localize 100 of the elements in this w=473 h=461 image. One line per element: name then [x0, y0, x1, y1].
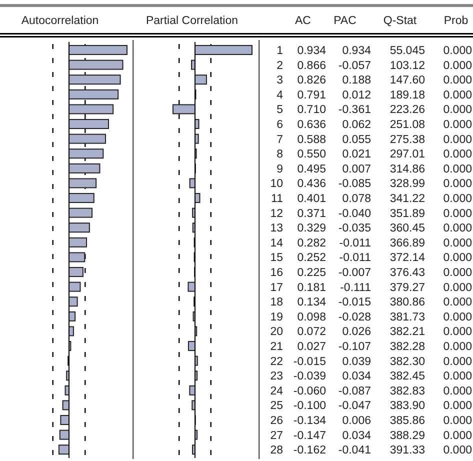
text: 0.000	[443, 311, 472, 324]
data-label: 0.026	[342, 326, 371, 338]
text: 0.000	[443, 444, 472, 457]
text: 0.000	[443, 282, 472, 294]
text: 103.12	[390, 60, 425, 72]
y-tick-label: 13	[270, 222, 283, 235]
data-label: 0.710	[297, 104, 326, 116]
y-tick-label: 19	[270, 311, 283, 324]
y-tick-label: 16	[270, 267, 283, 279]
data-label: 0.225	[297, 267, 326, 279]
y-tick-label: 8	[276, 148, 283, 161]
data-label: -0.041	[338, 444, 371, 457]
text: 251.08	[390, 119, 425, 131]
data-label: 0.021	[342, 148, 371, 161]
data-label: -0.011	[339, 237, 371, 250]
data-label: -0.015	[338, 296, 371, 309]
text: PAC	[334, 15, 356, 27]
data-label: 0.027	[297, 341, 326, 353]
text: 0.000	[443, 400, 472, 412]
text: 0.000	[443, 119, 472, 131]
data-label: 0.495	[297, 163, 326, 176]
data-label: 0.098	[297, 311, 326, 324]
data-label: -0.134	[293, 415, 327, 427]
y-tick-label: 23	[270, 370, 283, 383]
text: 0.000	[443, 60, 472, 72]
y-tick-label: 22	[270, 356, 283, 368]
text: 380.86	[390, 296, 425, 309]
y-tick-label: 7	[276, 134, 283, 146]
text: AC	[295, 15, 311, 27]
data-label: 0.550	[297, 148, 326, 161]
data-label: 0.012	[342, 89, 371, 102]
data-label: -0.047	[338, 400, 371, 412]
data-label: 0.371	[297, 208, 326, 220]
y-tick-label: 27	[270, 430, 283, 442]
text: 366.89	[390, 237, 425, 250]
text: 0.000	[443, 148, 472, 161]
data-label: 0.329	[297, 222, 326, 235]
data-label: -0.035	[338, 222, 371, 235]
data-label: -0.111	[340, 282, 371, 294]
y-tick-label: 12	[270, 208, 283, 220]
data-label: 0.181	[297, 282, 326, 294]
text: Prob	[444, 15, 468, 27]
text: 0.000	[443, 356, 472, 368]
text: 379.27	[390, 282, 425, 294]
y-tick-label: 3	[276, 74, 283, 87]
data-label: -0.015	[293, 356, 326, 368]
text: Q-Stat	[383, 15, 418, 27]
text: 388.29	[390, 430, 425, 442]
data-label: 0.055	[342, 134, 371, 146]
text: 297.01	[390, 148, 425, 161]
text: 55.045	[390, 45, 425, 57]
data-label: -0.100	[293, 400, 326, 412]
text: 0.000	[443, 208, 472, 220]
y-tick-label: 11	[271, 193, 283, 205]
text: 314.86	[390, 163, 425, 176]
data-label: 0.866	[297, 60, 326, 72]
data-label: -0.162	[293, 444, 326, 457]
data-label: 0.034	[342, 370, 372, 383]
data-label: 0.188	[342, 74, 371, 87]
data-label: 0.006	[342, 415, 371, 427]
text: 0.000	[443, 193, 472, 205]
text: 385.86	[390, 415, 425, 427]
data-label: 0.436	[297, 178, 326, 190]
data-label: 0.072	[297, 326, 326, 338]
text: 382.83	[390, 385, 425, 398]
data-label: 0.636	[297, 119, 326, 131]
data-label: 0.039	[342, 356, 371, 368]
chart-title: Partial Correlation	[146, 15, 238, 27]
text: 147.60	[390, 74, 425, 87]
y-tick-label: 28	[270, 444, 283, 457]
y-tick-label: 15	[270, 252, 283, 264]
text: 391.33	[390, 444, 425, 457]
data-label: 0.252	[297, 252, 326, 264]
text: 0.000	[443, 341, 472, 353]
text: 0.000	[443, 296, 472, 309]
y-tick-label: 4	[276, 89, 284, 102]
text: 0.000	[443, 222, 472, 235]
data-label: -0.039	[293, 370, 326, 383]
data-label: 0.934	[297, 45, 327, 57]
text: 341.22	[390, 193, 425, 205]
text: 0.000	[443, 104, 472, 116]
data-label: 0.826	[297, 74, 326, 87]
text: 0.000	[443, 237, 472, 250]
text: 0.000	[443, 326, 472, 338]
data-label: 0.062	[342, 119, 371, 131]
y-tick-label: 24	[270, 385, 284, 398]
data-label: -0.007	[338, 267, 371, 279]
text: 372.14	[390, 252, 426, 264]
data-label: -0.057	[338, 60, 371, 72]
data-label: -0.147	[293, 430, 326, 442]
text: 382.45	[390, 370, 425, 383]
text: 382.28	[390, 341, 425, 353]
text: 376.43	[390, 267, 425, 279]
data-label: 0.934	[342, 45, 372, 57]
text: 0.000	[443, 430, 472, 442]
text: 360.45	[390, 222, 425, 235]
data-label: 0.588	[297, 134, 326, 146]
data-label: -0.028	[338, 311, 371, 324]
y-tick-label: 17	[270, 282, 283, 294]
text: 0.000	[443, 267, 472, 279]
